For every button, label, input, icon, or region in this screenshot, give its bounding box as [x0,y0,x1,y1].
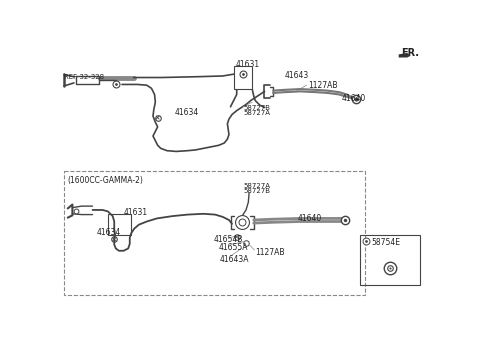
Text: 41643: 41643 [285,71,309,80]
Text: 1127AB: 1127AB [308,80,337,90]
Text: 58727B: 58727B [244,188,271,194]
Text: REF 32-328: REF 32-328 [64,74,104,80]
Text: 1127AB: 1127AB [255,248,285,258]
Text: 41631: 41631 [123,209,148,217]
Text: FR.: FR. [401,48,419,58]
Bar [64,171,365,295]
Text: 41631: 41631 [235,60,259,69]
Text: 41654B: 41654B [214,235,243,244]
Bar [360,235,420,285]
Text: 58754E: 58754E [372,238,400,247]
Text: 41640: 41640 [341,94,366,103]
Bar [108,214,132,235]
Text: 58727B: 58727B [244,105,271,111]
Text: 41643A: 41643A [220,255,249,264]
Polygon shape [399,53,410,57]
Text: 58727A: 58727A [244,183,271,189]
Text: 41634: 41634 [175,108,199,117]
Bar [234,66,252,89]
Text: 41634: 41634 [96,228,120,237]
Text: 41640: 41640 [297,214,322,223]
Text: 58727A: 58727A [244,110,271,116]
Text: 41655A: 41655A [219,243,248,252]
Text: (1600CC-GAMMA-2): (1600CC-GAMMA-2) [68,176,144,185]
